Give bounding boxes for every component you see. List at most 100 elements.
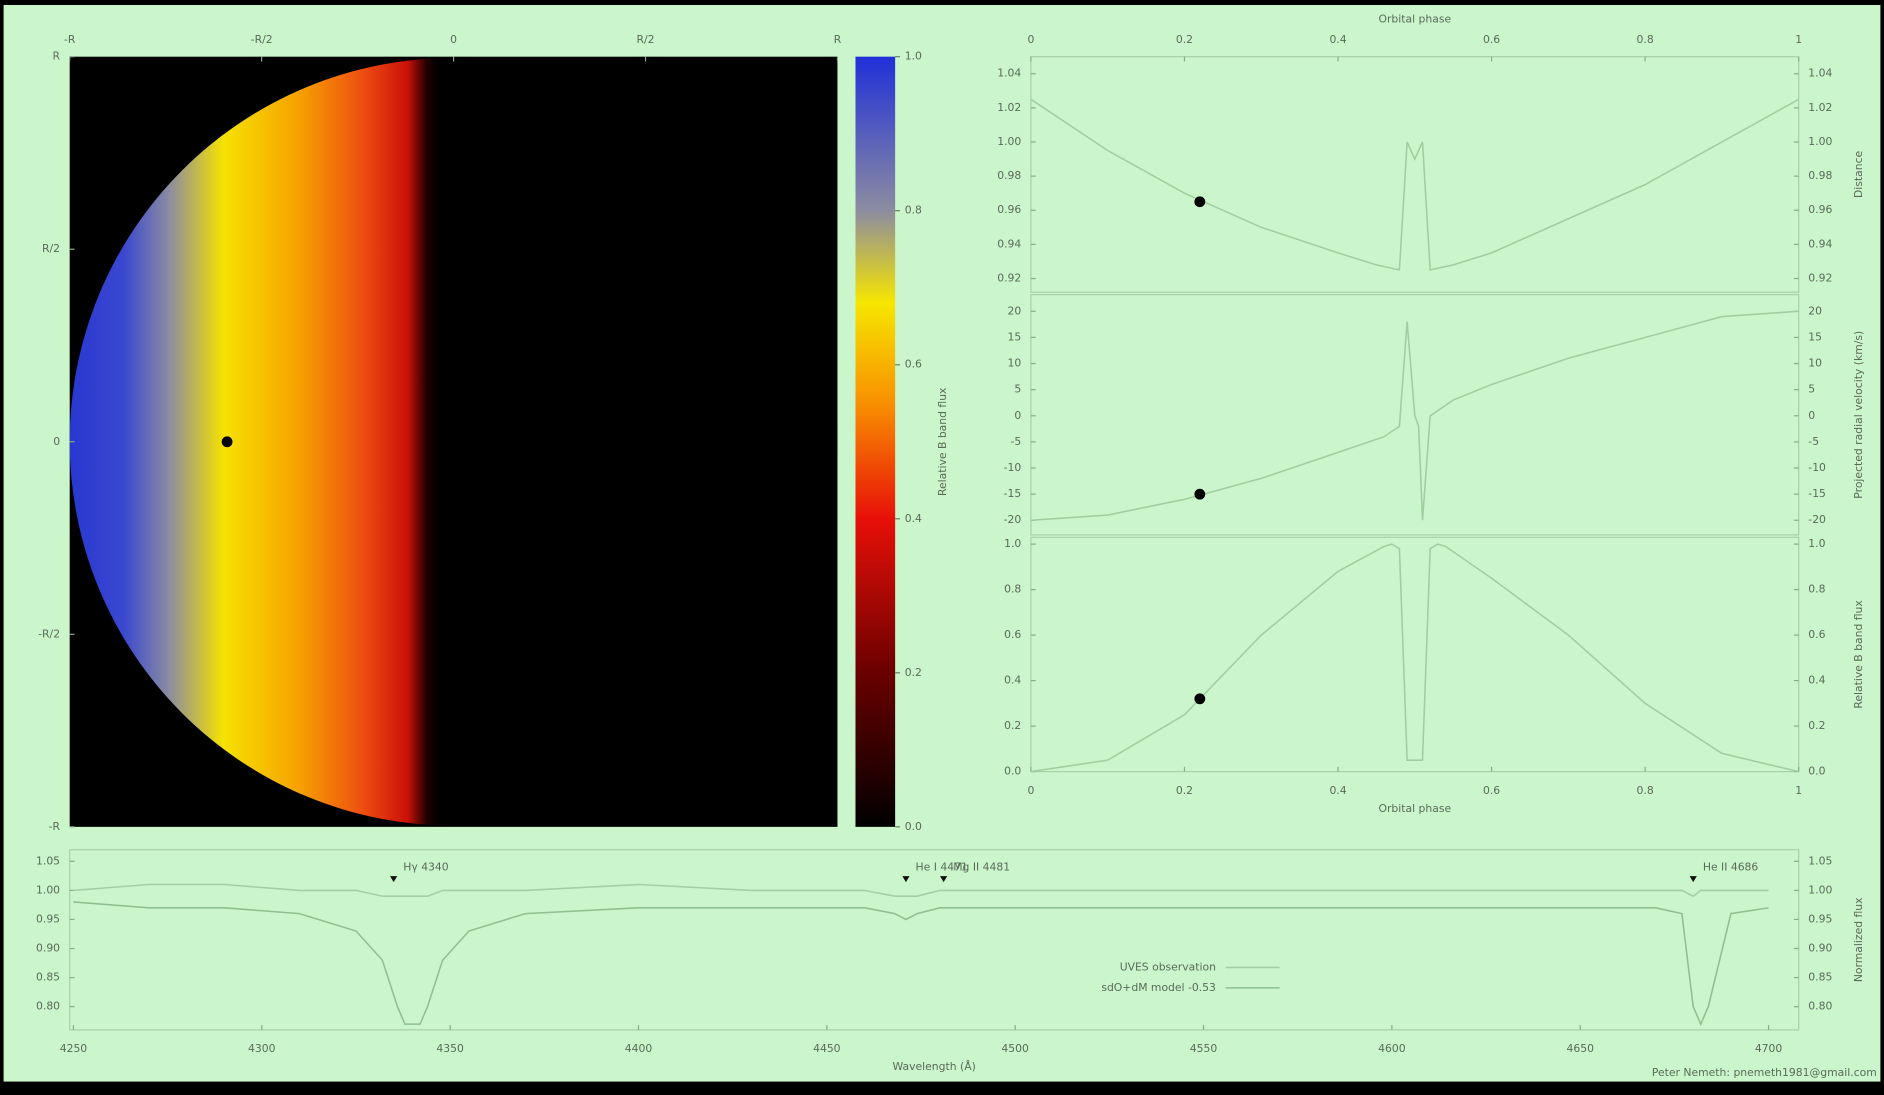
- y-tick-label: 10: [1008, 357, 1022, 370]
- stellar-disc: [69, 57, 838, 826]
- y-tick-label-right: 0.95: [1808, 912, 1832, 925]
- y-tick-label-right: 0.85: [1808, 971, 1832, 984]
- y-tick-label: 0.4: [1004, 674, 1021, 687]
- y-tick-label: 5: [1014, 383, 1021, 396]
- y-tick-label: -5: [1011, 435, 1022, 448]
- x-tick-label: 4600: [1378, 1042, 1406, 1055]
- x-tick-label: 4650: [1566, 1042, 1594, 1055]
- x-tick-label: 4500: [1001, 1042, 1029, 1055]
- x-axis-label: Wavelength (Å): [893, 1060, 976, 1073]
- footer: Peter Nemeth: pnemeth1981@gmail.com: [1652, 1066, 1877, 1079]
- curve: [1030, 543, 1799, 773]
- y-tick-label-right: 20: [1808, 304, 1822, 317]
- y-tick-label: 0.94: [997, 237, 1021, 250]
- y-tick-label-right: 0.98: [1808, 169, 1832, 182]
- x-tick-label: 4400: [625, 1042, 653, 1055]
- y-tick-label-right: -15: [1808, 487, 1826, 500]
- y-tick-label: R: [53, 50, 61, 63]
- x-axis-label: Orbital phase: [1378, 802, 1451, 815]
- position-marker: [1194, 693, 1206, 705]
- position-marker: [1194, 196, 1206, 208]
- x-tick-label: 0.4: [1329, 33, 1346, 46]
- y-tick-label: 0.0: [1004, 765, 1021, 778]
- annotation-marker: [1689, 876, 1697, 883]
- annotation-marker: [902, 876, 910, 883]
- y-tick-label: 0.90: [36, 942, 60, 955]
- x-tick-label: 0.2: [1176, 784, 1193, 797]
- x-tick-label: 4550: [1190, 1042, 1218, 1055]
- y-tick-label: -15: [1004, 487, 1022, 500]
- y-tick-label-right: 0.2: [1808, 719, 1825, 732]
- annotation: He II 4686: [1703, 861, 1759, 874]
- y-tick-label-right: 0.92: [1808, 272, 1832, 285]
- y-tick-label-right: -20: [1808, 513, 1826, 526]
- spectrum-line: [73, 883, 1769, 898]
- y-tick-label: 0.98: [997, 169, 1021, 182]
- y-tick-label: 0.2: [905, 666, 922, 679]
- annotation-marker: [940, 876, 948, 883]
- y-tick-label: 0.6: [1004, 628, 1021, 641]
- y-tick-label-right: 1.05: [1808, 854, 1832, 867]
- y-tick-label-right: 5: [1808, 383, 1815, 396]
- x-tick-label: 4350: [436, 1042, 464, 1055]
- y-tick-label-right: 1.00: [1808, 135, 1832, 148]
- y-tick-label: -10: [1004, 461, 1022, 474]
- y-axis-label: Distance: [1852, 150, 1865, 198]
- y-tick-label-right: -5: [1808, 435, 1819, 448]
- x-tick-label: 0: [1027, 784, 1034, 797]
- y-tick-label: 0.96: [997, 203, 1021, 216]
- panel-frame: [1030, 536, 1800, 773]
- y-tick-label: 1.00: [36, 883, 60, 896]
- y-tick-label-right: 0.4: [1808, 674, 1825, 687]
- panel-frame: [1030, 293, 1800, 536]
- y-tick-label: 1.02: [997, 101, 1021, 114]
- x-tick-label: 0.8: [1637, 784, 1654, 797]
- panel-frame: [1030, 56, 1800, 293]
- y-tick-label-right: -10: [1808, 461, 1826, 474]
- y-tick-label-right: 0.96: [1808, 203, 1832, 216]
- y-tick-label-right: 10: [1808, 357, 1822, 370]
- x-tick-label: 1: [1795, 784, 1802, 797]
- y-axis-label: Projected radial velocity (km/s): [1852, 331, 1865, 499]
- legend-label: UVES observation: [1120, 960, 1216, 973]
- x-tick-label: R: [834, 33, 842, 46]
- y-tick-label: -R/2: [38, 627, 60, 640]
- y-tick-label-right: 0.90: [1808, 942, 1832, 955]
- colorbar: [855, 56, 896, 827]
- x-tick-label: -R/2: [251, 33, 273, 46]
- x-tick-label: 4250: [60, 1042, 88, 1055]
- y-tick-label: 0.2: [1004, 719, 1021, 732]
- y-tick-label: 0: [53, 435, 60, 448]
- spectrum-line: [73, 901, 1769, 1027]
- x-tick-label: 0.2: [1176, 33, 1193, 46]
- x-axis-label: Orbital phase: [1378, 12, 1451, 25]
- annotation: Hγ 4340: [403, 861, 449, 874]
- x-tick-label: 0: [450, 33, 457, 46]
- x-tick-label: R/2: [637, 33, 655, 46]
- y-tick-label: 0.0: [905, 820, 922, 833]
- y-tick-label: 0.92: [997, 272, 1021, 285]
- y-tick-label: R/2: [42, 242, 60, 255]
- x-tick-label: 4450: [813, 1042, 841, 1055]
- y-axis-label: Relative B band flux: [936, 387, 949, 496]
- y-tick-label: -20: [1004, 513, 1022, 526]
- y-tick-label: 1.0: [1004, 537, 1021, 550]
- x-tick-label: 0.4: [1329, 784, 1346, 797]
- curve: [1030, 98, 1800, 271]
- y-tick-label: 0.95: [36, 912, 60, 925]
- y-tick-label: 20: [1008, 304, 1022, 317]
- annotation: Mg II 4481: [953, 861, 1010, 874]
- x-tick-label: 0: [1027, 33, 1034, 46]
- annotation: He I 4471: [916, 861, 968, 874]
- y-tick-label-right: 0.8: [1808, 583, 1825, 596]
- x-tick-label: 0.6: [1483, 784, 1500, 797]
- y-tick-label: -R: [49, 820, 61, 833]
- y-tick-label-right: 0.6: [1808, 628, 1825, 641]
- y-tick-label-right: 1.0: [1808, 537, 1825, 550]
- y-axis-label: Relative B band flux: [1852, 600, 1865, 709]
- x-tick-label: 4700: [1755, 1042, 1783, 1055]
- y-tick-label-right: 0.94: [1808, 237, 1832, 250]
- x-tick-label: -R: [64, 33, 76, 46]
